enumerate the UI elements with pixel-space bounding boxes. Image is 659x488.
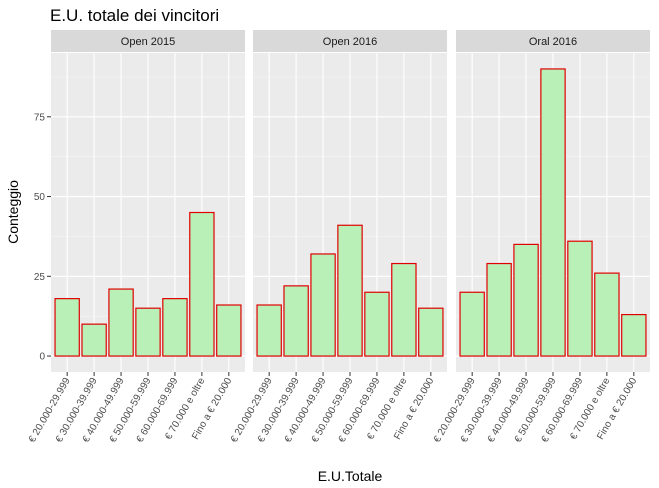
bar	[540, 68, 566, 357]
facet-strip	[253, 30, 447, 52]
facet-strip-label: Open 2016	[323, 36, 377, 48]
bar	[256, 304, 282, 357]
bar	[459, 291, 485, 357]
bar	[216, 304, 242, 357]
bar	[513, 243, 539, 357]
y-axis-title: Conteggio	[5, 180, 21, 244]
bar	[162, 298, 188, 357]
facet-panel: Oral 2016€ 20.000-29.999€ 30.000-39.999€…	[432, 30, 650, 445]
facet-panel: Open 2015€ 20.000-29.999€ 30.000-39.999€…	[27, 30, 245, 445]
facet-panel: Open 2016€ 20.000-29.999€ 30.000-39.999€…	[229, 30, 447, 445]
bar	[391, 262, 417, 357]
bar	[81, 323, 107, 357]
y-tick-label: 50	[34, 192, 46, 203]
y-tick-label: 0	[39, 352, 45, 363]
bar	[337, 224, 363, 357]
bar	[418, 307, 444, 357]
y-tick-label: 75	[34, 112, 46, 123]
bar	[310, 253, 336, 357]
bar	[108, 288, 134, 357]
facet-strip	[51, 30, 245, 52]
bar	[54, 298, 80, 357]
bar	[486, 262, 512, 357]
facet-strip-label: Oral 2016	[529, 36, 577, 48]
bar	[189, 211, 215, 357]
bar	[135, 307, 161, 357]
x-axis-title: E.U.Totale	[318, 468, 383, 484]
y-tick-label: 25	[34, 272, 46, 283]
bar	[567, 240, 593, 357]
bar	[594, 272, 620, 357]
chart-title: E.U. totale dei vincitori	[50, 6, 219, 25]
facet-strip-label: Open 2015	[121, 36, 175, 48]
facet-strip	[456, 30, 650, 52]
bar	[364, 291, 390, 357]
bar	[283, 285, 309, 357]
bar	[621, 313, 647, 357]
